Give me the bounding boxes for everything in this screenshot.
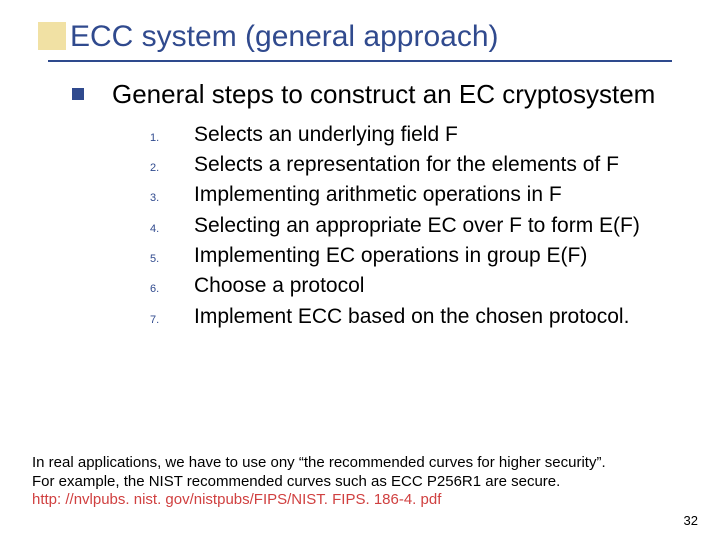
footnote: In real applications, we have to use ony… [32,454,680,510]
step-text: Selects an underlying field F [194,121,458,149]
list-item: 4. Selecting an appropriate EC over F to… [150,212,680,240]
body: General steps to construct an EC cryptos… [72,78,680,333]
title-wrap: ECC system (general approach) [70,20,680,54]
step-text: Choose a protocol [194,272,364,300]
list-item: 6. Choose a protocol [150,272,680,300]
step-number: 3. [150,184,194,204]
footnote-link: http: //nvlpubs. nist. gov/nistpubs/FIPS… [32,491,680,510]
footnote-line: For example, the NIST recommended curves… [32,473,680,492]
step-text: Selects a representation for the element… [194,151,619,179]
title-rule [48,60,672,62]
step-number: 6. [150,275,194,295]
step-text: Selecting an appropriate EC over F to fo… [194,212,640,240]
list-item: 7. Implement ECC based on the chosen pro… [150,303,680,331]
step-text: Implementing EC operations in group E(F) [194,242,587,270]
slide-title: ECC system (general approach) [70,20,680,54]
step-number: 7. [150,306,194,326]
step-text: Implementing arithmetic operations in F [194,181,562,209]
list-item: 3. Implementing arithmetic operations in… [150,181,680,209]
step-number: 5. [150,245,194,265]
corner-accent [38,22,66,50]
list-item: 1. Selects an underlying field F [150,121,680,149]
slide: ECC system (general approach) General st… [0,0,720,540]
list-item: 2. Selects a representation for the elem… [150,151,680,179]
steps-list: 1. Selects an underlying field F 2. Sele… [150,121,680,331]
lvl1-item: General steps to construct an EC cryptos… [72,78,680,111]
footnote-line: In real applications, we have to use ony… [32,454,680,473]
lvl1-text: General steps to construct an EC cryptos… [112,78,655,111]
step-number: 2. [150,154,194,174]
list-item: 5. Implementing EC operations in group E… [150,242,680,270]
step-text: Implement ECC based on the chosen protoc… [194,303,629,331]
step-number: 4. [150,215,194,235]
square-bullet-icon [72,88,84,100]
step-number: 1. [150,124,194,144]
page-number: 32 [684,513,698,528]
